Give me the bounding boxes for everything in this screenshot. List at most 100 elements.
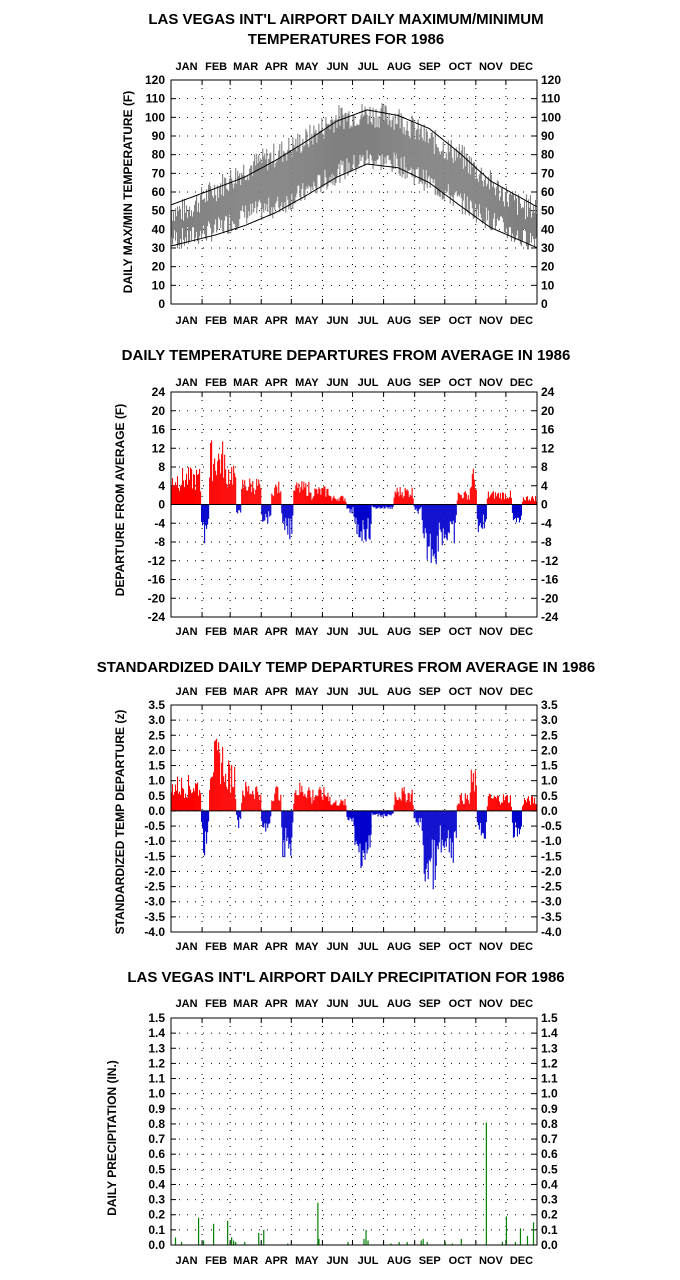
chart2-month-label-bottom: NOV	[479, 626, 504, 638]
chart1-month-label-top: AUG	[387, 61, 411, 73]
chart1-ytick-label-left: 30	[152, 241, 166, 255]
chart3-axes: -4.0 -4.0-3.5 -3.5-3.0 -3.0-2.5 -2.5-2.0 -2.0…	[144, 686, 562, 953]
chart1-ytick-label-left: 120	[145, 73, 165, 87]
chart1-month-label-top: MAR	[233, 61, 258, 73]
chart1-ytick-label-left: 80	[152, 148, 166, 162]
chart4-month-label-top: NOV	[479, 998, 504, 1010]
chart1-month-label-top: APR	[265, 61, 288, 73]
chart3-month-label-bottom: FEB	[205, 941, 227, 953]
chart2-ytick-label-left: -8	[154, 535, 165, 549]
chart3-month-label-top: JAN	[176, 686, 198, 698]
chart2-title: DAILY TEMPERATURE DEPARTURES FROM AVERAG…	[122, 347, 571, 364]
chart2-ytick-label-right: 0	[541, 498, 548, 512]
chart2-month-label-bottom: OCT	[449, 626, 473, 638]
chart1-ytick-label-right: 90	[541, 129, 555, 143]
chart4-month-label-bottom: JAN	[176, 1255, 198, 1267]
chart4-ytick-label-right: 0.4	[541, 1177, 558, 1191]
chart2-month-label-bottom: MAR	[233, 626, 258, 638]
chart2-ytick-label-right: -20	[541, 591, 559, 605]
chart4-month-label-top: SEP	[419, 998, 441, 1010]
chart1-month-label-top: DEC	[510, 61, 533, 73]
chart2-ytick-label-right: -24	[541, 610, 559, 624]
chart3-ytick-label-left: -3.0	[144, 895, 165, 909]
chart1-month-label-bottom: JUL	[358, 315, 379, 327]
chart2-month-label-top: DEC	[510, 377, 533, 389]
chart2-month-label-top: JAN	[176, 377, 198, 389]
chart1-month-label-bottom: FEB	[205, 315, 227, 327]
chart1-month-label-bottom: MAY	[295, 315, 319, 327]
chart4-ytick-label-left: 1.4	[148, 1026, 165, 1040]
chart3-month-label-top: MAR	[233, 686, 258, 698]
chart4-month-label-bottom: MAR	[233, 1255, 258, 1267]
chart4-ytick-label-left: 0.9	[148, 1102, 165, 1116]
chart3-ytick-label-right: -4.0	[541, 925, 562, 939]
chart4-ytick-label-right: 1.0	[541, 1087, 558, 1101]
chart3-month-label-top: AUG	[387, 686, 411, 698]
chart1-ytick-label-right: 100	[541, 110, 561, 124]
chart1-ytick-label-left: 20	[152, 260, 166, 274]
chart2-month-label-top: JUL	[358, 377, 379, 389]
chart1-plot-border	[170, 79, 538, 305]
chart3-ytick-label-right: 1.0	[541, 774, 558, 788]
chart4-month-label-top: JUL	[358, 998, 379, 1010]
chart3-ytick-label-left: 3.5	[148, 698, 165, 712]
chart2-departure-bars	[170, 440, 538, 565]
chart3-ytick-label-left: -2.5	[144, 880, 165, 894]
chart2-ytick-label-left: -4	[154, 516, 165, 530]
chart1-axes: 0 0 10 10 20 20 30 30 40 40 50 50 60 60 70 70 80 80 90 90 10…	[145, 61, 561, 327]
chart3-ytick-label-right: 1.5	[541, 759, 558, 773]
chart3-month-label-bottom: DEC	[510, 941, 533, 953]
chart4-month-label-bottom: DEC	[510, 1255, 533, 1267]
chart2-ytick-label-left: -20	[148, 591, 166, 605]
chart4-month-label-bottom: SEP	[419, 1255, 441, 1267]
chart4-month-label-top: APR	[265, 998, 288, 1010]
chart2-ytick-label-left: -24	[148, 610, 166, 624]
chart2-month-label-bottom: DEC	[510, 626, 533, 638]
chart4-month-label-bottom: OCT	[449, 1255, 473, 1267]
chart3-ytick-label-right: 2.0	[541, 743, 558, 757]
chart3-ytick-label-right: 3.5	[541, 698, 558, 712]
chart3-ytick-label-left: -1.5	[144, 849, 165, 863]
chart2-ytick-label-left: -12	[148, 554, 166, 568]
chart4-month-label-bottom: NOV	[479, 1255, 504, 1267]
chart2-month-label-bottom: MAY	[295, 626, 319, 638]
chart3-month-label-bottom: MAR	[233, 941, 258, 953]
chart4-ylabel: DAILY PRECIPITATION (IN.)	[105, 1060, 119, 1216]
chart2-month-label-bottom: FEB	[205, 626, 227, 638]
chart1-ytick-label-right: 80	[541, 148, 555, 162]
chart3-ylabel: STANDARDIZED TEMP DEPARTURE (z)	[113, 710, 127, 935]
chart1-month-label-bottom: SEP	[419, 315, 441, 327]
chart4-month-label-top: FEB	[205, 998, 227, 1010]
chart2-ytick-label-left: 16	[152, 423, 166, 437]
chart4-month-label-top: MAY	[295, 998, 319, 1010]
chart1-daily-range-band	[170, 103, 538, 250]
chart1-normal-min-line	[171, 163, 537, 248]
chart1-ytick-label-left: 50	[152, 204, 166, 218]
chart4-ytick-label-right: 1.5	[541, 1011, 558, 1025]
chart4-ytick-label-right: 1.4	[541, 1026, 558, 1040]
chart4-month-label-bottom: FEB	[205, 1255, 227, 1267]
chart2-ytick-label-left: -16	[148, 573, 166, 587]
chart4-ytick-label-right: 0.0	[541, 1238, 558, 1252]
chart1-ytick-label-right: 50	[541, 204, 555, 218]
chart1-month-label-bottom: MAR	[233, 315, 258, 327]
chart4-axes: 0.0 0.00.1 0.10.2 0.20.3 0.30.4 0.40.5 0.50.6 0…	[148, 998, 558, 1267]
chart1-ytick-label-right: 40	[541, 222, 555, 236]
chart3-ytick-label-left: -1.0	[144, 834, 165, 848]
chart2-ytick-label-right: 20	[541, 404, 555, 418]
chart1-ytick-label-right: 70	[541, 166, 555, 180]
chart3-ytick-label-right: 2.5	[541, 728, 558, 742]
chart3-month-label-bottom: JAN	[176, 941, 198, 953]
chart3-month-label-top: APR	[265, 686, 288, 698]
chart4-ytick-label-left: 1.1	[148, 1072, 165, 1086]
chart1-ytick-label-right: 60	[541, 185, 555, 199]
chart3-ytick-label-right: -2.0	[541, 864, 562, 878]
chart4-ytick-label-right: 0.1	[541, 1223, 558, 1237]
chart1-ytick-label-right: 110	[541, 92, 561, 106]
chart3-month-label-bottom: JUL	[358, 941, 379, 953]
chart1-month-label-top: JUL	[358, 61, 379, 73]
chart3-month-label-top: DEC	[510, 686, 533, 698]
chart2-plot-border	[170, 391, 538, 618]
chart1-month-label-bottom: NOV	[479, 315, 504, 327]
